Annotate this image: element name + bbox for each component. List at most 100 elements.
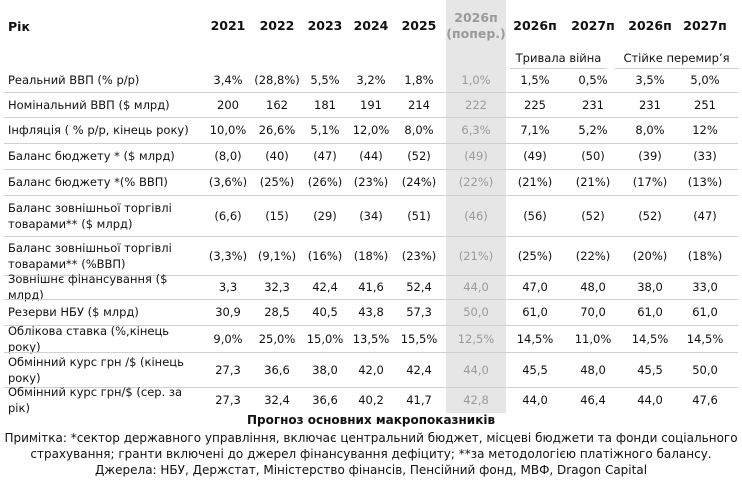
table-cell: (16%) — [307, 248, 343, 263]
table-cell: 57,3 — [406, 305, 432, 319]
table-cell: 1,8% — [404, 73, 434, 87]
table-cell: 191 — [360, 97, 382, 112]
table-cell: (20%) — [632, 248, 668, 263]
table-cell: 25,0% — [258, 331, 296, 346]
row-rule — [4, 325, 738, 326]
row-rule — [4, 236, 738, 237]
table-cell: 47,0 — [522, 280, 548, 294]
header-cell: 2026п — [628, 18, 672, 33]
row-label: Обмінний курс грн/$ (сер. за рік) — [8, 385, 183, 415]
row-rule — [4, 387, 738, 388]
table-cell: 48,0 — [580, 280, 606, 294]
table-cell: 43,8 — [358, 305, 384, 319]
table-cell: 38,0 — [637, 280, 663, 294]
group-rule — [615, 68, 739, 69]
row-label: Реальний ВВП (% р/р) — [8, 73, 140, 87]
table-cell: 32,3 — [264, 280, 290, 294]
table-cell: (26%) — [307, 175, 343, 189]
row-label: Номінальний ВВП ($ млрд) — [8, 97, 170, 112]
table-cell: 27,3 — [215, 393, 241, 407]
table-cell: (22%) — [575, 248, 611, 263]
row-label: Баланс зовнішньої торгівлі товарами** (%… — [8, 240, 172, 271]
table-cell: (18%) — [687, 248, 723, 263]
table-cell: (47) — [693, 208, 717, 223]
table-cell: 42,4 — [312, 280, 338, 294]
table-cell: (21%) — [517, 175, 553, 189]
row-rule — [4, 117, 738, 118]
table-cell: 3,3 — [218, 280, 238, 294]
group-rule — [510, 68, 607, 69]
table-cell: 12% — [692, 123, 718, 137]
table-cell: (23%) — [353, 175, 389, 189]
table-cell: (44) — [359, 149, 383, 163]
header-cell: 2022 — [259, 18, 295, 33]
table-cell: 9,0% — [213, 331, 243, 346]
table-cell: (3,3%) — [208, 248, 248, 263]
table-cell: (18%) — [353, 248, 389, 263]
table-cell: 8,0% — [404, 123, 434, 137]
table-cell: (29) — [313, 208, 337, 223]
table-cell: 61,0 — [692, 305, 718, 319]
table-cell: (52) — [407, 149, 431, 163]
table-cell: (33) — [693, 149, 717, 163]
caption: Прогноз основних макропоказників — [246, 413, 496, 427]
table-cell: 61,0 — [522, 305, 548, 319]
group-label: Стійке перемир’я — [623, 51, 730, 65]
table-cell: 36,6 — [264, 362, 290, 377]
table-cell: (3,6%) — [208, 175, 248, 189]
table-cell: 7,1% — [520, 123, 550, 137]
table-cell: (22%) — [458, 175, 494, 189]
table-cell: (39) — [638, 149, 662, 163]
table-cell: 14,5% — [686, 331, 724, 346]
table-cell: (46) — [464, 208, 488, 223]
row-label: Баланс зовнішньої торгівлі товарами** ($… — [8, 200, 172, 231]
table-cell: 41,6 — [358, 280, 384, 294]
row-rule — [4, 195, 738, 196]
table-cell: 28,5 — [264, 305, 290, 319]
table-cell: (21%) — [575, 175, 611, 189]
table-cell: 42,8 — [463, 393, 489, 407]
table-cell: 231 — [639, 97, 661, 112]
table-cell: 3,2% — [356, 73, 386, 87]
header-cell: 2027п — [683, 18, 727, 33]
table-cell: (21%) — [458, 248, 494, 263]
table-cell: 45,5 — [522, 362, 548, 377]
table-cell: (15) — [265, 208, 289, 223]
table-cell: 0,5% — [578, 73, 608, 87]
header-cell: 2026п (попер.) — [446, 10, 506, 41]
table-cell: 41,7 — [406, 393, 432, 407]
table-cell: 38,0 — [312, 362, 338, 377]
table-cell: 14,5% — [631, 331, 669, 346]
table-cell: 3,4% — [213, 73, 243, 87]
table-cell: 32,4 — [264, 393, 290, 407]
table-cell: 231 — [582, 97, 604, 112]
header-label: Рік — [8, 18, 30, 34]
table-cell: 200 — [217, 97, 239, 112]
table-cell: (6,6) — [214, 208, 242, 223]
header-cell: 2026п — [513, 18, 557, 33]
table-cell: (23%) — [401, 248, 437, 263]
table-cell: 36,6 — [312, 393, 338, 407]
table-cell: 251 — [694, 97, 716, 112]
table-cell: 40,5 — [312, 305, 338, 319]
header-cell: 2024 — [353, 18, 389, 33]
row-label: Зовнішнє фінансування ($ млрд) — [8, 272, 168, 302]
group-label: Тривала війна — [515, 51, 602, 65]
table-cell: 6,3% — [461, 123, 491, 137]
table-cell: 181 — [314, 97, 336, 112]
table-cell: 61,0 — [637, 305, 663, 319]
row-label: Інфляція ( % р/р, кінець року) — [8, 123, 189, 137]
table-cell: (25%) — [517, 248, 553, 263]
table-cell: 5,0% — [690, 73, 720, 87]
header-cell: 2025 — [401, 18, 437, 33]
table-cell: 12,0% — [352, 123, 390, 137]
row-rule — [4, 275, 738, 276]
table-cell: 225 — [524, 97, 546, 112]
row-label: Обмінний курс грн /$ (кінець року) — [8, 354, 184, 385]
table-cell: 5,5% — [310, 73, 340, 87]
table-cell: (8,0) — [214, 149, 242, 163]
header-cell: 2021 — [210, 18, 246, 33]
header-cell: 2027п — [571, 18, 615, 33]
table-cell: 44,0 — [463, 280, 489, 294]
table-cell: 33,0 — [692, 280, 718, 294]
